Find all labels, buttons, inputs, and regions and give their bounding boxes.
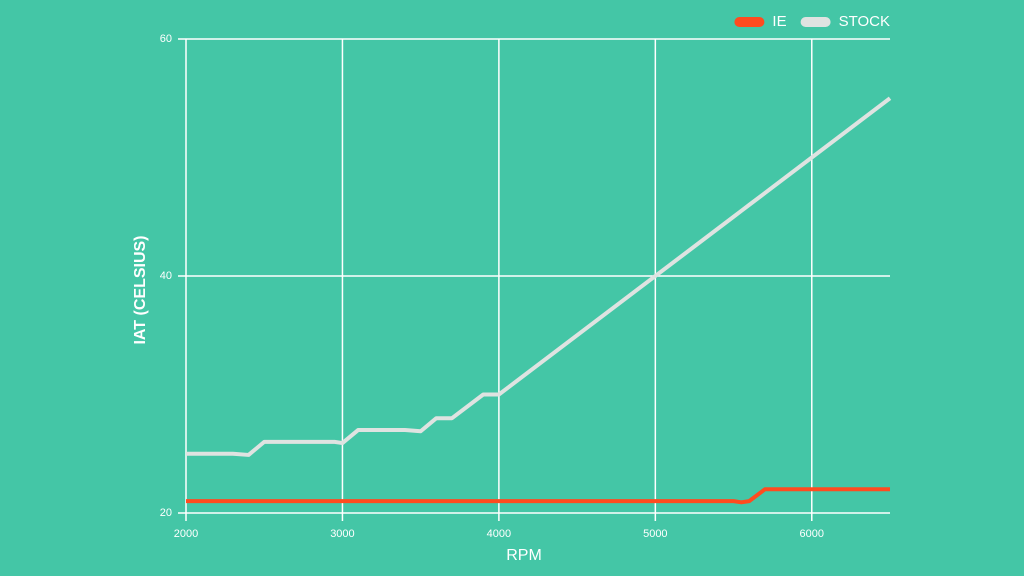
y-tick-label: 60 [160, 33, 172, 45]
x-tick-label: 3000 [330, 528, 354, 540]
y-tick-label: 40 [160, 270, 172, 282]
x-tick-label: 5000 [643, 528, 667, 540]
legend-swatch [800, 17, 831, 27]
x-axis-title: RPM [506, 547, 542, 564]
x-tick-label: 6000 [800, 528, 824, 540]
legend-swatch [734, 17, 765, 27]
x-tick-label: 2000 [174, 528, 198, 540]
legend-label: IE [772, 13, 786, 30]
y-axis-title: IAT (CELSIUS) [132, 235, 149, 344]
series-line [186, 487, 890, 505]
y-tick-label: 20 [160, 507, 172, 519]
x-tick-label: 4000 [487, 528, 511, 540]
legend-label: STOCK [839, 13, 890, 30]
series-line [186, 96, 892, 457]
